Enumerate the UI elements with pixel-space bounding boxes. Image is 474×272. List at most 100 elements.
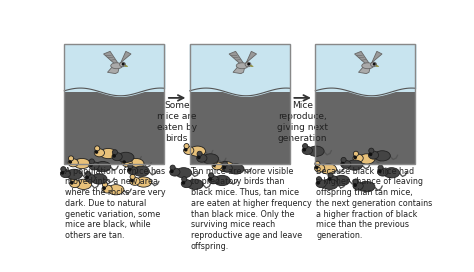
Ellipse shape <box>181 180 191 188</box>
Polygon shape <box>229 51 244 64</box>
Ellipse shape <box>190 146 206 156</box>
Circle shape <box>62 172 64 174</box>
Ellipse shape <box>128 163 133 169</box>
Ellipse shape <box>353 182 363 190</box>
Ellipse shape <box>328 173 333 178</box>
Circle shape <box>95 151 98 153</box>
Ellipse shape <box>136 177 152 187</box>
Ellipse shape <box>212 159 218 164</box>
Ellipse shape <box>183 146 194 154</box>
Ellipse shape <box>378 165 383 170</box>
Ellipse shape <box>317 177 321 182</box>
Ellipse shape <box>68 159 78 167</box>
Circle shape <box>128 169 131 171</box>
Ellipse shape <box>118 152 134 162</box>
Ellipse shape <box>383 168 400 178</box>
Polygon shape <box>355 51 369 64</box>
Ellipse shape <box>374 151 391 161</box>
Ellipse shape <box>111 63 123 69</box>
Ellipse shape <box>122 159 132 167</box>
Ellipse shape <box>197 151 202 156</box>
Circle shape <box>103 187 105 189</box>
Ellipse shape <box>341 157 346 162</box>
Polygon shape <box>118 51 131 64</box>
Ellipse shape <box>308 146 324 156</box>
Ellipse shape <box>170 165 175 170</box>
Bar <box>315 92 415 163</box>
Circle shape <box>86 176 88 179</box>
Circle shape <box>123 161 125 163</box>
Circle shape <box>248 63 249 65</box>
Ellipse shape <box>320 164 337 174</box>
Circle shape <box>354 156 356 159</box>
Ellipse shape <box>359 181 375 192</box>
Ellipse shape <box>222 161 228 166</box>
Ellipse shape <box>341 160 351 168</box>
Ellipse shape <box>353 151 358 156</box>
Circle shape <box>223 166 226 169</box>
Polygon shape <box>376 65 379 66</box>
Ellipse shape <box>371 62 376 67</box>
Ellipse shape <box>95 162 111 172</box>
Circle shape <box>210 178 211 180</box>
Ellipse shape <box>315 161 320 166</box>
Circle shape <box>198 156 200 159</box>
Ellipse shape <box>302 144 308 149</box>
Polygon shape <box>125 65 128 66</box>
Ellipse shape <box>378 168 388 176</box>
Polygon shape <box>358 67 370 74</box>
Circle shape <box>316 166 318 169</box>
Circle shape <box>213 164 215 166</box>
Ellipse shape <box>314 164 325 172</box>
Ellipse shape <box>175 168 191 178</box>
Circle shape <box>370 153 372 156</box>
Circle shape <box>328 178 331 180</box>
Ellipse shape <box>236 63 248 69</box>
Ellipse shape <box>359 154 375 164</box>
Bar <box>315 44 415 92</box>
Ellipse shape <box>128 158 144 169</box>
Ellipse shape <box>353 154 363 162</box>
Polygon shape <box>244 51 256 64</box>
Circle shape <box>303 149 305 151</box>
Bar <box>190 44 290 92</box>
Polygon shape <box>370 51 382 64</box>
Ellipse shape <box>112 153 122 161</box>
Text: Because black mice had
a higher chance of leaving
offspring than tan mice,
the n: Because black mice had a higher chance o… <box>316 167 432 240</box>
Circle shape <box>342 162 344 165</box>
Ellipse shape <box>333 175 349 186</box>
Ellipse shape <box>170 168 180 176</box>
Circle shape <box>317 182 319 184</box>
Ellipse shape <box>102 185 112 193</box>
Ellipse shape <box>66 169 82 180</box>
Ellipse shape <box>222 164 232 172</box>
Circle shape <box>354 184 356 186</box>
Circle shape <box>171 170 173 172</box>
Polygon shape <box>103 51 118 64</box>
Ellipse shape <box>302 146 312 154</box>
Ellipse shape <box>122 156 128 161</box>
Ellipse shape <box>128 166 137 175</box>
Circle shape <box>69 161 72 163</box>
Bar <box>64 44 164 92</box>
Circle shape <box>131 180 133 182</box>
Ellipse shape <box>119 62 126 67</box>
Polygon shape <box>108 67 119 74</box>
Ellipse shape <box>74 158 90 169</box>
Ellipse shape <box>322 179 338 190</box>
Polygon shape <box>251 65 253 66</box>
Ellipse shape <box>133 166 149 176</box>
Text: Mice
reproduce,
giving next
generation: Mice reproduce, giving next generation <box>277 101 328 143</box>
Circle shape <box>90 164 92 166</box>
Ellipse shape <box>70 177 75 182</box>
Circle shape <box>122 63 124 65</box>
Ellipse shape <box>130 174 135 180</box>
Ellipse shape <box>187 179 203 190</box>
Circle shape <box>185 149 187 151</box>
Circle shape <box>182 182 184 184</box>
Bar <box>64 44 164 163</box>
Bar <box>64 92 164 163</box>
Ellipse shape <box>316 180 326 188</box>
Ellipse shape <box>214 175 230 186</box>
Ellipse shape <box>102 182 108 187</box>
